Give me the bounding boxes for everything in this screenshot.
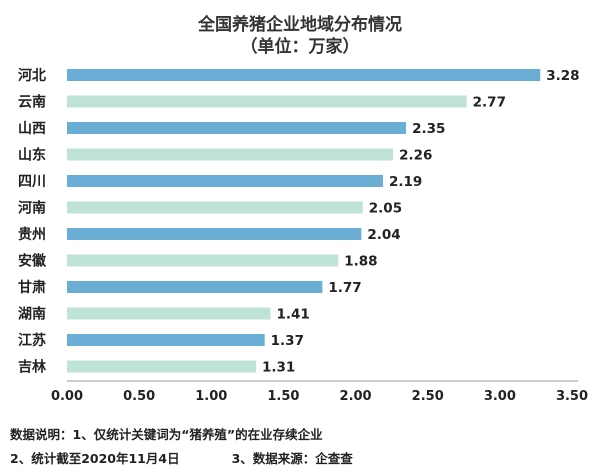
x-tick-label-4: 1.50 xyxy=(267,389,299,404)
bar-8 xyxy=(67,254,339,267)
x-tick-label-8: 3.50 xyxy=(556,389,588,404)
value-label-1: 3.28 xyxy=(546,68,579,84)
category-label-3: 山西 xyxy=(18,121,46,137)
bar-chart: 河北 3.28 云南 2.77 山西 2.35 山东 2.26 四川 2.19 河南 2.05 贵州 2.… xyxy=(18,67,588,404)
category-label-9: 甘肃 xyxy=(18,279,46,296)
bar-4 xyxy=(67,148,394,161)
value-label-12: 1.31 xyxy=(262,360,295,376)
x-tick-label-5: 2.00 xyxy=(340,389,372,404)
category-label-2: 云南 xyxy=(18,94,46,111)
x-tick-label-7: 3.00 xyxy=(484,389,516,404)
value-label-2: 2.77 xyxy=(473,95,506,111)
category-label-5: 四川 xyxy=(18,174,46,190)
category-label-4: 山东 xyxy=(18,147,46,164)
category-label-6: 河南 xyxy=(18,200,46,217)
category-label-8: 安徽 xyxy=(18,253,47,270)
category-label-11: 江苏 xyxy=(18,332,46,349)
bar-11 xyxy=(67,334,265,346)
x-tick-label-6: 2.50 xyxy=(412,389,444,404)
chart-title: 全国养猪企业地域分布情况 xyxy=(198,15,402,35)
value-label-8: 1.88 xyxy=(344,254,377,270)
category-label-7: 贵州 xyxy=(18,226,46,243)
value-label-4: 2.26 xyxy=(399,148,432,164)
bar-3 xyxy=(67,122,407,134)
x-tick-label-3: 1.00 xyxy=(195,389,227,404)
value-label-3: 2.35 xyxy=(412,121,445,137)
category-label-1: 河北 xyxy=(18,67,46,84)
data-note-line1: 数据说明：1、仅统计关键词为“猪养殖”的在业存续企业 xyxy=(10,427,323,442)
value-label-9: 1.77 xyxy=(328,280,361,296)
value-label-6: 2.05 xyxy=(369,201,402,217)
bar-7 xyxy=(67,228,362,240)
data-note-cutoff: 2、统计截至2020年11月4日 xyxy=(10,451,180,466)
data-note-source: 3、数据来源：企查查 xyxy=(231,451,353,466)
bar-2 xyxy=(67,95,467,108)
bar-5 xyxy=(67,175,383,187)
value-label-10: 1.41 xyxy=(276,307,309,323)
data-note-line2: 2、统计截至2020年11月4日 3、数据来源：企查查 xyxy=(10,448,353,467)
bar-9 xyxy=(67,281,323,293)
bar-6 xyxy=(67,201,363,214)
category-label-12: 吉林 xyxy=(18,359,46,376)
x-tick-label-1: 0.00 xyxy=(51,389,83,404)
value-label-5: 2.19 xyxy=(389,174,422,190)
bar-12 xyxy=(67,360,257,373)
x-tick-label-2: 0.50 xyxy=(123,389,155,404)
chart-subtitle: （单位：万家） xyxy=(240,37,360,57)
category-label-10: 湖南 xyxy=(18,306,46,323)
bar-1 xyxy=(67,69,541,81)
bar-10 xyxy=(67,307,271,320)
value-label-7: 2.04 xyxy=(367,227,400,243)
value-label-11: 1.37 xyxy=(271,333,304,349)
